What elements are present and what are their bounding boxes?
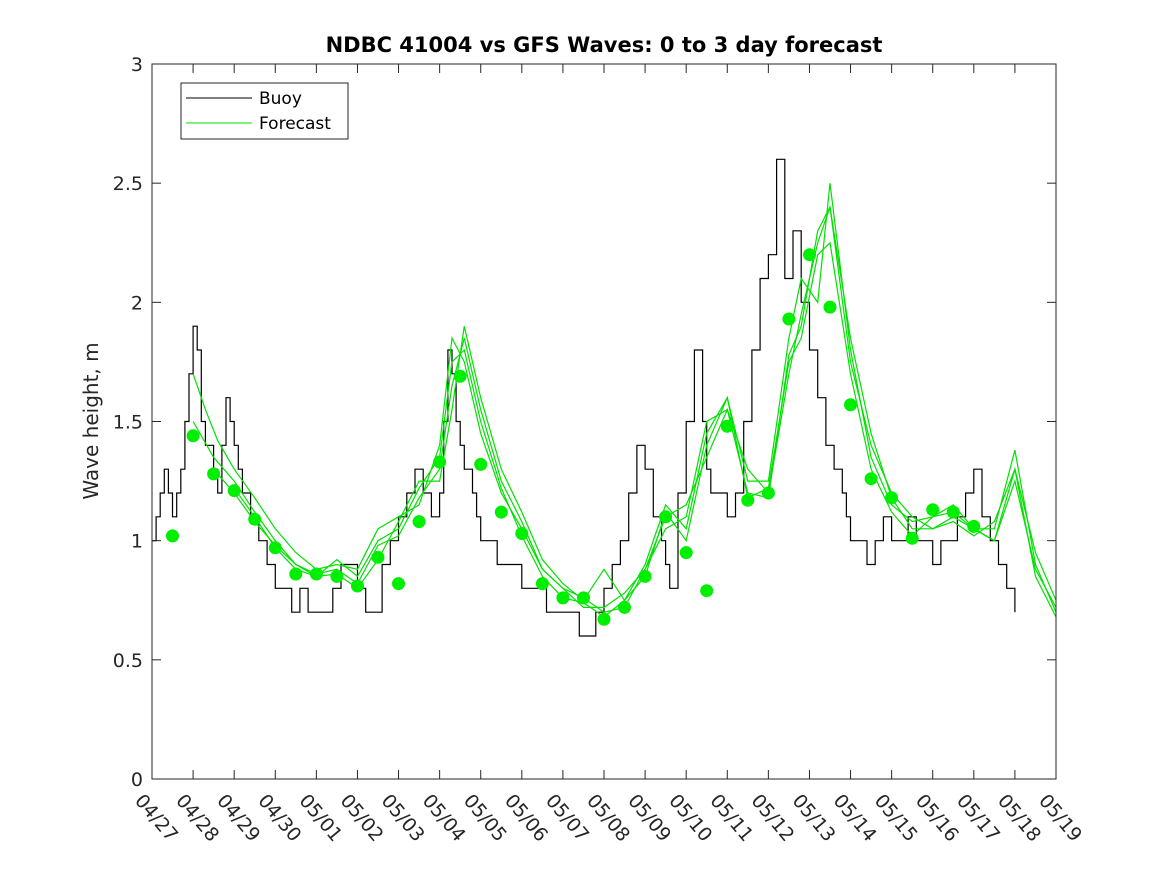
- forecast-marker: [864, 472, 878, 486]
- forecast-marker: [905, 531, 919, 545]
- y-tick-label: 2: [131, 292, 143, 314]
- y-tick-label: 2.5: [113, 173, 143, 195]
- forecast-marker: [556, 591, 570, 605]
- y-tick-label: 1: [131, 531, 143, 553]
- forecast-marker: [741, 493, 755, 507]
- forecast-marker: [535, 577, 549, 591]
- y-axis-ticks: 0 0.5 1 1.5 2 2.5 3: [113, 54, 1056, 791]
- forecast-marker: [268, 541, 282, 555]
- forecast-marker: [782, 312, 796, 326]
- forecast-marker: [577, 591, 590, 605]
- forecast-marker: [597, 612, 611, 626]
- forecast-marker: [412, 515, 426, 529]
- forecast-marker: [186, 429, 200, 443]
- forecast-marker: [803, 248, 816, 262]
- y-tick-label: 3: [131, 54, 143, 76]
- forecast-marker: [761, 486, 775, 500]
- forecast-marker: [227, 484, 241, 498]
- legend: Buoy Forecast: [180, 82, 349, 140]
- forecast-marker: [926, 503, 940, 517]
- forecast-marker: [515, 527, 529, 540]
- plot-area: [152, 158, 1057, 637]
- forecast-marker: [823, 300, 837, 314]
- legend-box: [180, 82, 349, 140]
- buoy-series: [152, 158, 1016, 637]
- forecast-marker: [946, 505, 960, 519]
- buoy-line: [152, 158, 1016, 637]
- y-tick-label: 0.5: [113, 650, 143, 672]
- forecast-marker: [720, 419, 734, 433]
- forecast-marker: [289, 567, 303, 581]
- forecast-marker: [371, 550, 385, 564]
- forecast-marker: [248, 512, 262, 526]
- forecast-marker: [392, 577, 405, 591]
- legend-buoy-label: Buoy: [259, 89, 302, 109]
- forecast-marker: [433, 455, 447, 469]
- forecast-marker: [638, 569, 652, 583]
- y-axis-label: Wave height, m: [79, 342, 103, 499]
- chart-title: NDBC 41004 vs GFS Waves: 0 to 3 day fore…: [326, 33, 883, 57]
- forecast-marker: [844, 398, 857, 412]
- forecast-marker: [659, 510, 673, 524]
- forecast-marker: [700, 584, 714, 598]
- forecast-marker: [885, 491, 899, 505]
- forecast-marker: [967, 519, 981, 533]
- forecast-marker: [474, 457, 488, 471]
- forecast-marker: [330, 569, 344, 583]
- y-tick-label: 1.5: [113, 412, 143, 434]
- forecast-marker: [351, 579, 364, 593]
- forecast-marker: [309, 567, 323, 581]
- forecast-marker: [166, 529, 179, 543]
- legend-forecast-label: Forecast: [259, 114, 331, 134]
- forecast-run-line-1: [192, 206, 1057, 613]
- forecast-run-line-3: [213, 205, 1057, 618]
- forecast-marker: [494, 505, 508, 519]
- forecast-marker: [207, 467, 221, 481]
- forecast-markers: [166, 248, 981, 626]
- y-tick-label: 0: [131, 769, 143, 791]
- forecast-marker: [618, 600, 631, 614]
- forecast-marker: [679, 546, 693, 560]
- forecast-marker: [453, 369, 467, 383]
